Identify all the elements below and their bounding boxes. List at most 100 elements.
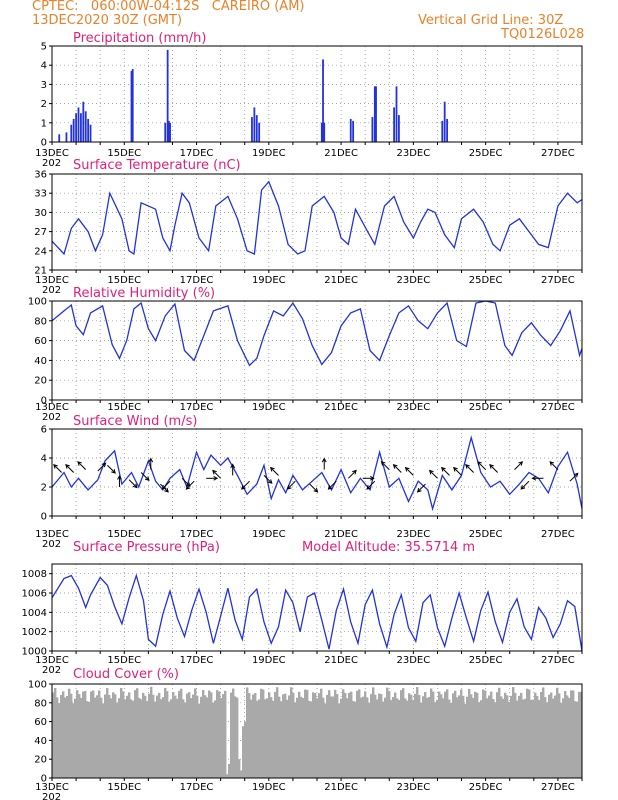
cloud-bar	[250, 699, 253, 778]
wind-arrow-head	[392, 463, 398, 469]
cloud-bar	[530, 699, 533, 778]
cloud-bar	[516, 700, 519, 778]
cloud-bar	[74, 698, 77, 778]
cloud-bar	[172, 692, 175, 778]
series-line	[51, 300, 583, 367]
cloud-bar	[268, 692, 271, 778]
cloud-bar	[344, 692, 347, 778]
y-tick-label: 4	[41, 61, 47, 72]
cloud-bar	[72, 703, 75, 778]
cloud-bar	[204, 695, 207, 778]
cloud-bar	[238, 759, 241, 778]
y-tick-label: 33	[34, 189, 47, 200]
cloud-bar	[82, 691, 85, 778]
wind-arrow	[549, 461, 559, 470]
cloud-bar	[450, 702, 453, 778]
wind-arrow-head	[267, 479, 273, 484]
precip-bar	[70, 124, 73, 142]
cloud-bar	[208, 690, 211, 778]
wind-arrow-head	[520, 484, 526, 490]
cloud-bar	[426, 697, 429, 778]
y-tick-label: 30	[34, 208, 47, 219]
cloud-bar	[84, 691, 87, 778]
cloud-bar	[216, 690, 219, 778]
wind-arrow-head	[321, 457, 327, 463]
wind-arrow-head	[286, 484, 292, 490]
header-grid-line: Vertical Grid Line: 30Z	[418, 13, 564, 28]
cloud-bar	[422, 696, 425, 778]
cloud-bar	[466, 696, 469, 778]
series-line	[51, 435, 583, 512]
y-tick-label: 36	[34, 170, 47, 181]
precip-bar	[75, 113, 77, 142]
cloud-bar	[262, 689, 265, 778]
cloud-bar	[120, 687, 123, 778]
cloud-bar	[246, 687, 249, 778]
cloud-bar	[304, 689, 307, 778]
cloud-bar	[212, 702, 215, 778]
cloud-bar	[520, 692, 523, 778]
cloud-bar	[518, 695, 521, 778]
cloud-bar	[552, 698, 555, 778]
cloud-bar	[502, 698, 505, 778]
cloud-bar	[112, 692, 115, 778]
x-tick-label: 13DEC	[35, 148, 69, 159]
cloud-bar	[276, 687, 279, 778]
wind-arrow-head	[117, 474, 122, 480]
cloud-bar	[394, 692, 397, 778]
wind-arrow	[309, 483, 318, 493]
cloud-bar	[542, 687, 545, 778]
cloud-bar	[378, 693, 381, 778]
cloud-bar	[412, 700, 415, 778]
x-tick-label: 25DEC	[469, 275, 503, 286]
wind-arrow-head	[132, 483, 138, 489]
cloud-bar	[190, 698, 193, 778]
precip-bar	[77, 107, 80, 142]
cloud-bar	[156, 695, 159, 778]
x-tick-label: 13DEC	[35, 782, 69, 793]
cloud-bar	[454, 690, 457, 778]
wind-arrow-head	[453, 466, 458, 472]
cloud-bar	[326, 694, 329, 778]
x-tick-label: 21DEC	[324, 655, 358, 666]
y-tick-label: 60	[34, 336, 47, 347]
cloud-bar	[390, 700, 393, 778]
y-tick-label: 1006	[22, 589, 47, 600]
precip-bar	[131, 69, 134, 142]
cloud-bar	[336, 694, 339, 778]
cloud-bar	[138, 697, 141, 778]
cloud-bar	[154, 701, 157, 778]
wind-arrow-head	[370, 475, 375, 481]
wind-arrow	[381, 461, 390, 470]
cloud-bar	[492, 698, 495, 778]
wind-arrow	[97, 462, 106, 472]
wind-arrow-head	[101, 462, 107, 468]
wind-arrow-head	[573, 472, 579, 478]
wind-arrow	[186, 480, 195, 490]
y-tick-label: 5	[41, 42, 47, 53]
x-tick-label: 27DEC	[541, 529, 575, 540]
cloud-bar	[260, 688, 263, 778]
cloud-bar	[198, 703, 201, 778]
cloud-bar	[296, 697, 299, 778]
precip-bar	[320, 122, 323, 142]
cloud-bar	[532, 699, 535, 778]
cloud-bar	[242, 726, 245, 778]
cloud-bar	[348, 692, 351, 778]
x-tick-label: 17DEC	[180, 782, 214, 793]
cloud-bar	[58, 703, 61, 778]
precip-bar	[349, 118, 352, 142]
x-tick-label: 15DEC	[107, 529, 141, 540]
cloud-bar	[174, 695, 177, 778]
panel-title: Surface Temperature (nC)	[73, 158, 241, 173]
cloud-bar	[424, 692, 427, 778]
x-tick-label: 27DEC	[541, 148, 575, 159]
cloud-bar	[374, 694, 377, 778]
x-tick-label: 17DEC	[180, 655, 214, 666]
cloud-bar	[78, 694, 81, 778]
cloud-bar	[444, 691, 447, 778]
y-tick-label: 2	[41, 483, 47, 494]
wind-arrow	[405, 467, 414, 476]
cloud-bar	[152, 694, 155, 778]
